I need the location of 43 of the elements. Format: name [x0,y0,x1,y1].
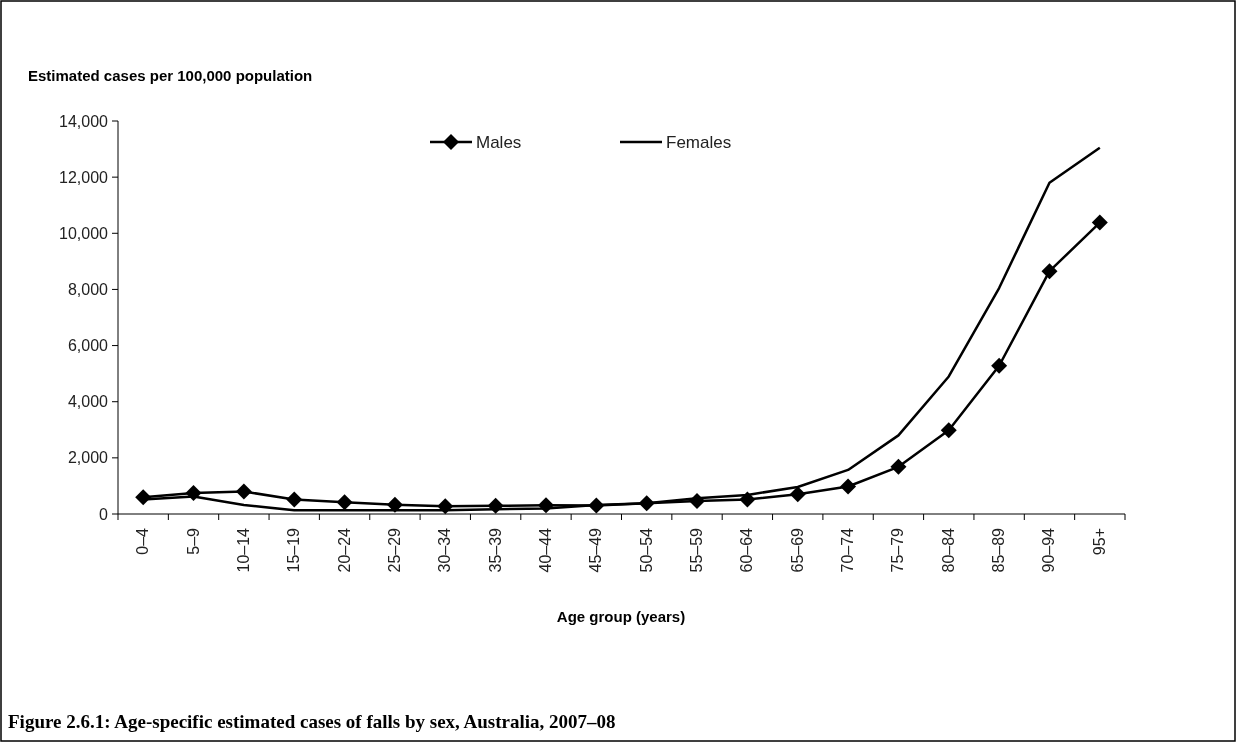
x-axis-title: Age group (years) [556,608,686,625]
x-tick-label: 35–39 [486,527,504,573]
point [890,458,907,475]
y-tick-label: 6,000 [67,337,109,355]
x-tick-label: 20–24 [335,527,353,573]
point [840,478,857,495]
x-tick-label: 85–89 [990,527,1008,573]
x-tick-label: 0–4 [134,527,152,555]
point [940,422,957,439]
x-tick-label: 15–19 [285,527,303,573]
x-tick-label: 30–34 [436,527,454,573]
y-tick-label: 12,000 [59,168,109,186]
x-tick-label: 65–69 [788,527,806,573]
x-tick-label: 25–29 [385,527,403,573]
text: Figure 2.6.1: Age-specific estimated cases of falls by sex, Australia, 2007–08 [8,711,616,732]
point [286,491,303,508]
y-tick-label: 2,000 [67,449,109,467]
y-tick-label: 0 [99,505,109,523]
x-tick-label: 60–64 [738,527,756,573]
y-axis-title: Estimated cases per 100,000 population [28,67,313,84]
x-tick-label: 80–84 [939,527,957,573]
x-tick-label: 55–59 [688,527,706,573]
point [1091,214,1108,231]
point [1041,263,1058,280]
x-tick-label: 40–44 [536,527,554,573]
y-tick-label: 8,000 [67,281,109,299]
legend-label: Females [666,132,732,152]
x-tick-label: 45–49 [587,527,605,573]
x-tick-label: 90–94 [1040,527,1058,573]
y-tick-label: 10,000 [59,224,109,242]
x-tick-label: 95+ [1090,528,1108,556]
point [235,483,252,500]
x-tick-label: 50–54 [637,527,655,573]
legend-label: Males [476,132,522,152]
x-tick-label: 10–14 [234,527,252,573]
x-tick-label: 5–9 [184,527,202,555]
x-tick-label: 70–74 [839,527,857,573]
point [336,494,353,511]
y-tick-label: 4,000 [67,393,109,411]
point [991,357,1008,374]
point [789,486,806,503]
x-tick-label: 75–79 [889,527,907,573]
y-tick-label: 14,000 [59,112,109,130]
